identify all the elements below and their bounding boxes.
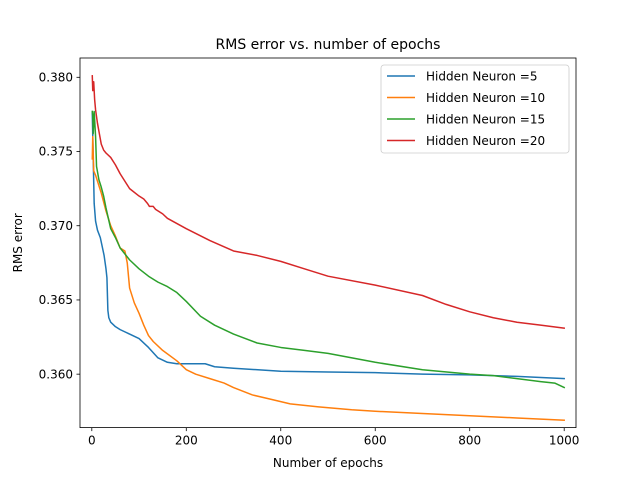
legend-label-3: Hidden Neuron =15 [426,112,545,126]
legend: Hidden Neuron =5 Hidden Neuron =10 Hidden … [380,64,570,154]
y-axis: 0.360 0.365 0.370 0.375 0.380 [39,70,80,381]
y-axis-label: RMS error [11,213,25,272]
legend-label-2: Hidden Neuron =10 [426,91,545,105]
chart-title: RMS error vs. number of epochs [216,37,441,53]
x-tick-label: 0 [88,434,96,448]
series-line-3 [91,110,566,389]
series-layer [91,75,566,421]
x-tick-label: 800 [458,434,481,448]
y-tick-label: 0.375 [39,145,73,159]
x-tick-label: 400 [269,434,292,448]
y-tick-label: 0.380 [39,70,73,84]
y-tick-label: 0.365 [39,293,73,307]
series-line-1 [91,112,565,380]
y-tick-label: 0.360 [39,367,73,381]
x-tick-label: 600 [364,434,387,448]
x-tick-label: 200 [175,434,198,448]
series-line-4 [91,75,566,329]
legend-label-1: Hidden Neuron =5 [426,69,537,83]
x-tick-label: 1000 [549,434,580,448]
legend-box [380,64,570,154]
plot-frame [79,57,577,429]
y-tick-label: 0.370 [39,219,73,233]
legend-label-4: Hidden Neuron =20 [426,134,545,148]
series-line-2 [91,135,565,421]
x-axis-label: Number of epochs [273,456,383,470]
x-axis: 0 200 400 600 800 1000 [88,427,580,448]
